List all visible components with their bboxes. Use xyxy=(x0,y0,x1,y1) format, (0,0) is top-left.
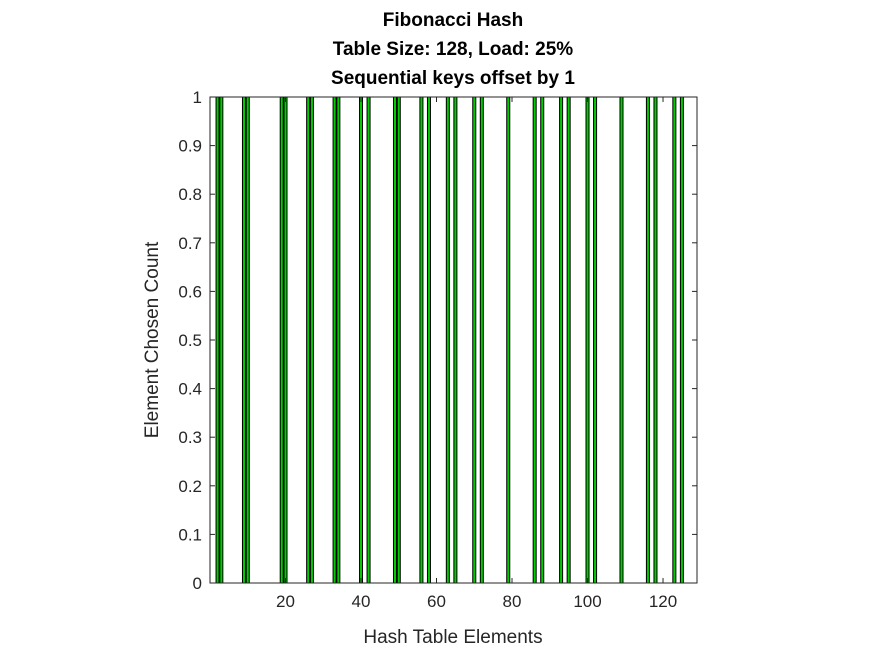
bar-element-56 xyxy=(419,96,424,584)
x-tick-label: 100 xyxy=(573,592,601,611)
bar-element-102 xyxy=(593,96,598,584)
y-tick-label: 1 xyxy=(193,88,202,107)
y-tick-label: 0.9 xyxy=(178,137,202,156)
title-line-2: Table Size: 128, Load: 25% xyxy=(333,39,574,60)
bar-element-86 xyxy=(532,96,537,584)
y-axis: 0 0.1 0.2 0.3 0.4 0.5 0.6 0.7 0.8 0.9 1 xyxy=(178,88,697,593)
y-axis-label: Element Chosen Count xyxy=(142,241,163,438)
bar-element-109 xyxy=(619,96,624,584)
bar-element-33 xyxy=(332,96,337,584)
y-tick-label: 0.2 xyxy=(178,477,202,496)
bar-element-10 xyxy=(245,96,250,584)
y-tick-label: 0.4 xyxy=(178,380,202,399)
x-axis: 20 40 60 80 100 120 xyxy=(276,97,677,611)
bar-element-2 xyxy=(215,96,220,584)
bar-element-65 xyxy=(453,96,458,584)
x-tick-label: 120 xyxy=(649,592,677,611)
bar-element-27 xyxy=(309,96,314,584)
x-tick-label: 20 xyxy=(276,592,295,611)
y-tick-label: 0.1 xyxy=(178,525,202,544)
bar-element-42 xyxy=(366,96,371,584)
x-tick-label: 40 xyxy=(352,592,371,611)
bar-element-58 xyxy=(426,96,431,584)
bar-element-79 xyxy=(506,96,511,584)
bar-element-50 xyxy=(396,96,401,584)
bar-element-9 xyxy=(241,96,246,584)
bar-element-93 xyxy=(559,96,564,584)
bar-element-70 xyxy=(472,96,477,584)
chart-title: Fibonacci Hash Table Size: 128, Load: 25… xyxy=(331,10,575,89)
bar-element-40 xyxy=(358,96,364,584)
bar-element-125 xyxy=(679,96,684,584)
title-line-1: Fibonacci Hash xyxy=(383,10,523,31)
y-tick-label: 0 xyxy=(193,574,202,593)
bar-element-3 xyxy=(219,96,224,584)
bar-element-118 xyxy=(653,96,658,584)
bar-element-19 xyxy=(279,96,284,584)
bar-element-49 xyxy=(392,96,397,584)
x-tick-label: 60 xyxy=(427,592,446,611)
bar-element-100 xyxy=(585,96,590,584)
bar-element-63 xyxy=(445,96,450,584)
y-tick-label: 0.3 xyxy=(178,428,202,447)
bar-element-34 xyxy=(336,96,341,584)
y-tick-label: 0.5 xyxy=(178,331,202,350)
bar-element-95 xyxy=(566,96,571,584)
y-tick-label: 0.7 xyxy=(178,234,202,253)
bar-element-26 xyxy=(306,96,311,584)
x-tick-label: 80 xyxy=(503,592,522,611)
bar-element-72 xyxy=(479,96,484,584)
bar-element-123 xyxy=(672,96,677,584)
bar-element-116 xyxy=(645,96,650,584)
y-tick-label: 0.8 xyxy=(178,185,202,204)
y-tick-label: 0.6 xyxy=(178,282,202,301)
title-line-3: Sequential keys offset by 1 xyxy=(331,68,575,89)
bar-element-88 xyxy=(540,96,545,584)
x-axis-label: Hash Table Elements xyxy=(363,627,542,648)
bar-element-20 xyxy=(283,96,288,584)
